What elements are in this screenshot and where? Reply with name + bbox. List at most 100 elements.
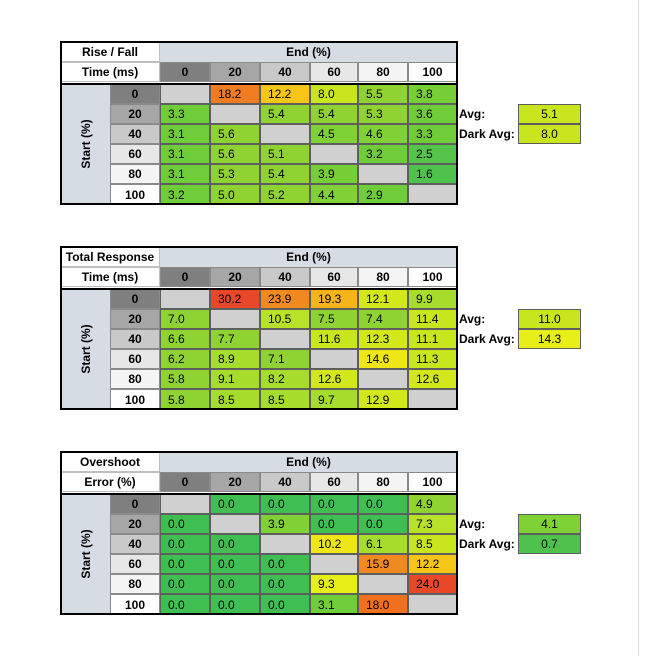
row-header-80: 80 xyxy=(110,369,160,389)
value-cell: 7.1 xyxy=(260,349,310,369)
value-cell: 0.0 xyxy=(310,514,358,534)
value-cell: 6.2 xyxy=(160,349,210,369)
value-cell: 11.1 xyxy=(408,329,457,349)
value-cell: 8.0 xyxy=(310,84,358,104)
avg-value: 11.0 xyxy=(518,309,581,329)
value-cell: 4.4 xyxy=(310,184,358,205)
value-cell: 0.0 xyxy=(160,554,210,574)
avg-value: 5.1 xyxy=(518,104,581,124)
value-cell: 9.7 xyxy=(310,389,358,410)
value-cell: 5.1 xyxy=(260,144,310,164)
value-cell: 7.0 xyxy=(160,309,210,329)
diagonal-empty-cell xyxy=(310,554,358,574)
column-header-80: 80 xyxy=(358,472,408,492)
value-cell: 19.3 xyxy=(310,289,358,309)
dark-avg-value: 14.3 xyxy=(518,329,581,349)
value-cell: 4.5 xyxy=(310,124,358,144)
row-header-0: 0 xyxy=(110,494,160,514)
value-cell: 5.4 xyxy=(260,104,310,124)
value-cell: 0.0 xyxy=(260,554,310,574)
value-cell: 12.2 xyxy=(260,84,310,104)
value-cell: 12.9 xyxy=(358,389,408,410)
table-title-line2: Error (%) xyxy=(60,472,160,492)
value-cell: 3.1 xyxy=(160,144,210,164)
table-title-line1: Total Response xyxy=(60,247,160,267)
column-header-20: 20 xyxy=(210,267,260,287)
diagonal-empty-cell xyxy=(408,184,457,205)
table-title-line1: Overshoot xyxy=(60,452,160,472)
column-header-40: 40 xyxy=(260,267,310,287)
avg-value: 4.1 xyxy=(518,514,581,534)
value-cell: 10.5 xyxy=(260,309,310,329)
value-cell: 6.1 xyxy=(358,534,408,554)
value-cell: 12.3 xyxy=(358,329,408,349)
diagonal-empty-cell xyxy=(310,349,358,369)
value-cell: 18.2 xyxy=(210,84,260,104)
value-cell: 3.9 xyxy=(310,164,358,184)
dark-avg-label: Dark Avg: xyxy=(459,537,515,551)
value-cell: 0.0 xyxy=(358,494,408,514)
value-cell: 5.3 xyxy=(358,104,408,124)
row-header-80: 80 xyxy=(110,164,160,184)
value-cell: 3.2 xyxy=(358,144,408,164)
value-cell: 12.6 xyxy=(408,369,457,389)
row-header-0: 0 xyxy=(110,84,160,104)
value-cell: 5.3 xyxy=(210,164,260,184)
dark-avg-value: 0.7 xyxy=(518,534,581,554)
row-header-40: 40 xyxy=(110,534,160,554)
column-header-60: 60 xyxy=(310,62,358,82)
column-header-40: 40 xyxy=(260,62,310,82)
response-table-1: Rise / Fall Time (ms) End (%) 0 20 40 60 80 100 S… xyxy=(0,40,646,210)
dark-avg-label: Dark Avg: xyxy=(459,332,515,346)
value-cell: 5.0 xyxy=(210,184,260,205)
value-cell: 1.6 xyxy=(408,164,457,184)
value-cell: 3.1 xyxy=(160,164,210,184)
diagonal-empty-cell xyxy=(210,514,260,534)
value-cell: 24.0 xyxy=(408,574,457,594)
diagonal-empty-cell xyxy=(160,494,210,514)
value-cell: 3.6 xyxy=(408,104,457,124)
value-cell: 0.0 xyxy=(210,594,260,615)
diagonal-empty-cell xyxy=(358,164,408,184)
end-percent-label: End (%) xyxy=(160,42,457,62)
value-cell: 3.1 xyxy=(310,594,358,615)
column-header-80: 80 xyxy=(358,62,408,82)
row-header-20: 20 xyxy=(110,309,160,329)
column-header-0: 0 xyxy=(160,472,210,492)
diagonal-empty-cell xyxy=(358,369,408,389)
value-cell: 3.3 xyxy=(160,104,210,124)
avg-label: Avg: xyxy=(459,107,486,121)
value-cell: 5.8 xyxy=(160,369,210,389)
value-cell: 0.0 xyxy=(210,494,260,514)
table-title-line1: Rise / Fall xyxy=(60,42,160,62)
value-cell: 11.6 xyxy=(310,329,358,349)
value-cell: 4.9 xyxy=(408,494,457,514)
value-cell: 5.2 xyxy=(260,184,310,205)
value-cell: 3.9 xyxy=(260,514,310,534)
table-title-line2: Time (ms) xyxy=(60,267,160,287)
value-cell: 0.0 xyxy=(160,534,210,554)
diagonal-empty-cell xyxy=(260,124,310,144)
value-cell: 3.1 xyxy=(160,124,210,144)
value-cell: 6.6 xyxy=(160,329,210,349)
value-cell: 30.2 xyxy=(210,289,260,309)
value-cell: 8.9 xyxy=(210,349,260,369)
value-cell: 0.0 xyxy=(160,594,210,615)
value-cell: 18.0 xyxy=(358,594,408,615)
avg-label: Avg: xyxy=(459,517,486,531)
value-cell: 7.3 xyxy=(408,514,457,534)
value-cell: 23.9 xyxy=(260,289,310,309)
diagonal-empty-cell xyxy=(160,289,210,309)
row-header-60: 60 xyxy=(110,144,160,164)
end-percent-label: End (%) xyxy=(160,452,457,472)
value-cell: 11.4 xyxy=(408,309,457,329)
value-cell: 8.5 xyxy=(408,534,457,554)
value-cell: 0.0 xyxy=(260,594,310,615)
diagonal-empty-cell xyxy=(160,84,210,104)
column-header-20: 20 xyxy=(210,62,260,82)
diagonal-empty-cell xyxy=(310,144,358,164)
diagonal-empty-cell xyxy=(408,389,457,410)
value-cell: 0.0 xyxy=(260,574,310,594)
row-header-0: 0 xyxy=(110,289,160,309)
column-header-80: 80 xyxy=(358,267,408,287)
